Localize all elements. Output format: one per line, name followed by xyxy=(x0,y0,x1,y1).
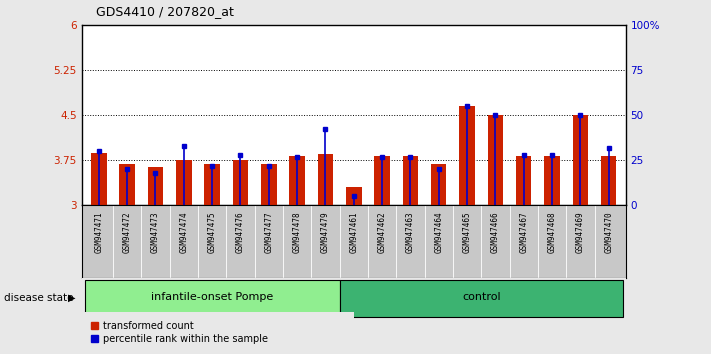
Text: GSM947462: GSM947462 xyxy=(378,211,387,253)
Bar xyxy=(572,115,588,205)
Text: GSM947467: GSM947467 xyxy=(519,211,528,253)
Bar xyxy=(544,156,560,205)
Text: GSM947472: GSM947472 xyxy=(122,211,132,253)
Text: GSM947473: GSM947473 xyxy=(151,211,160,253)
Text: GSM947479: GSM947479 xyxy=(321,211,330,253)
Bar xyxy=(488,115,503,205)
Bar xyxy=(374,156,390,205)
Text: GSM947468: GSM947468 xyxy=(547,211,557,253)
Bar xyxy=(346,187,361,205)
Bar xyxy=(119,164,135,205)
Bar xyxy=(176,160,191,205)
Bar xyxy=(459,106,475,205)
Text: control: control xyxy=(462,292,501,302)
Text: GSM947466: GSM947466 xyxy=(491,211,500,253)
Bar xyxy=(318,154,333,205)
Text: GSM947464: GSM947464 xyxy=(434,211,443,253)
Text: GSM947469: GSM947469 xyxy=(576,211,585,253)
Bar xyxy=(91,153,107,205)
Bar xyxy=(431,164,447,205)
Text: GSM947475: GSM947475 xyxy=(208,211,217,253)
Text: infantile-onset Pompe: infantile-onset Pompe xyxy=(151,292,273,302)
Legend: transformed count, percentile rank within the sample: transformed count, percentile rank withi… xyxy=(87,318,272,348)
Text: GSM947470: GSM947470 xyxy=(604,211,613,253)
Bar xyxy=(516,156,532,205)
Text: GSM947474: GSM947474 xyxy=(179,211,188,253)
Bar xyxy=(148,167,164,205)
Bar xyxy=(289,156,305,205)
Text: GSM947477: GSM947477 xyxy=(264,211,273,253)
Text: GSM947471: GSM947471 xyxy=(95,211,103,253)
Bar xyxy=(204,164,220,205)
Bar xyxy=(232,160,248,205)
Text: ▶: ▶ xyxy=(68,293,75,303)
Text: GSM947476: GSM947476 xyxy=(236,211,245,253)
Text: disease state: disease state xyxy=(4,293,73,303)
Text: GSM947478: GSM947478 xyxy=(292,211,301,253)
Bar xyxy=(85,280,340,316)
Bar xyxy=(402,156,418,205)
Text: GDS4410 / 207820_at: GDS4410 / 207820_at xyxy=(96,5,234,18)
Bar xyxy=(261,164,277,205)
Bar xyxy=(601,156,616,205)
Bar xyxy=(340,280,623,316)
Text: GSM947465: GSM947465 xyxy=(463,211,471,253)
Text: GSM947461: GSM947461 xyxy=(349,211,358,253)
Text: GSM947463: GSM947463 xyxy=(406,211,415,253)
